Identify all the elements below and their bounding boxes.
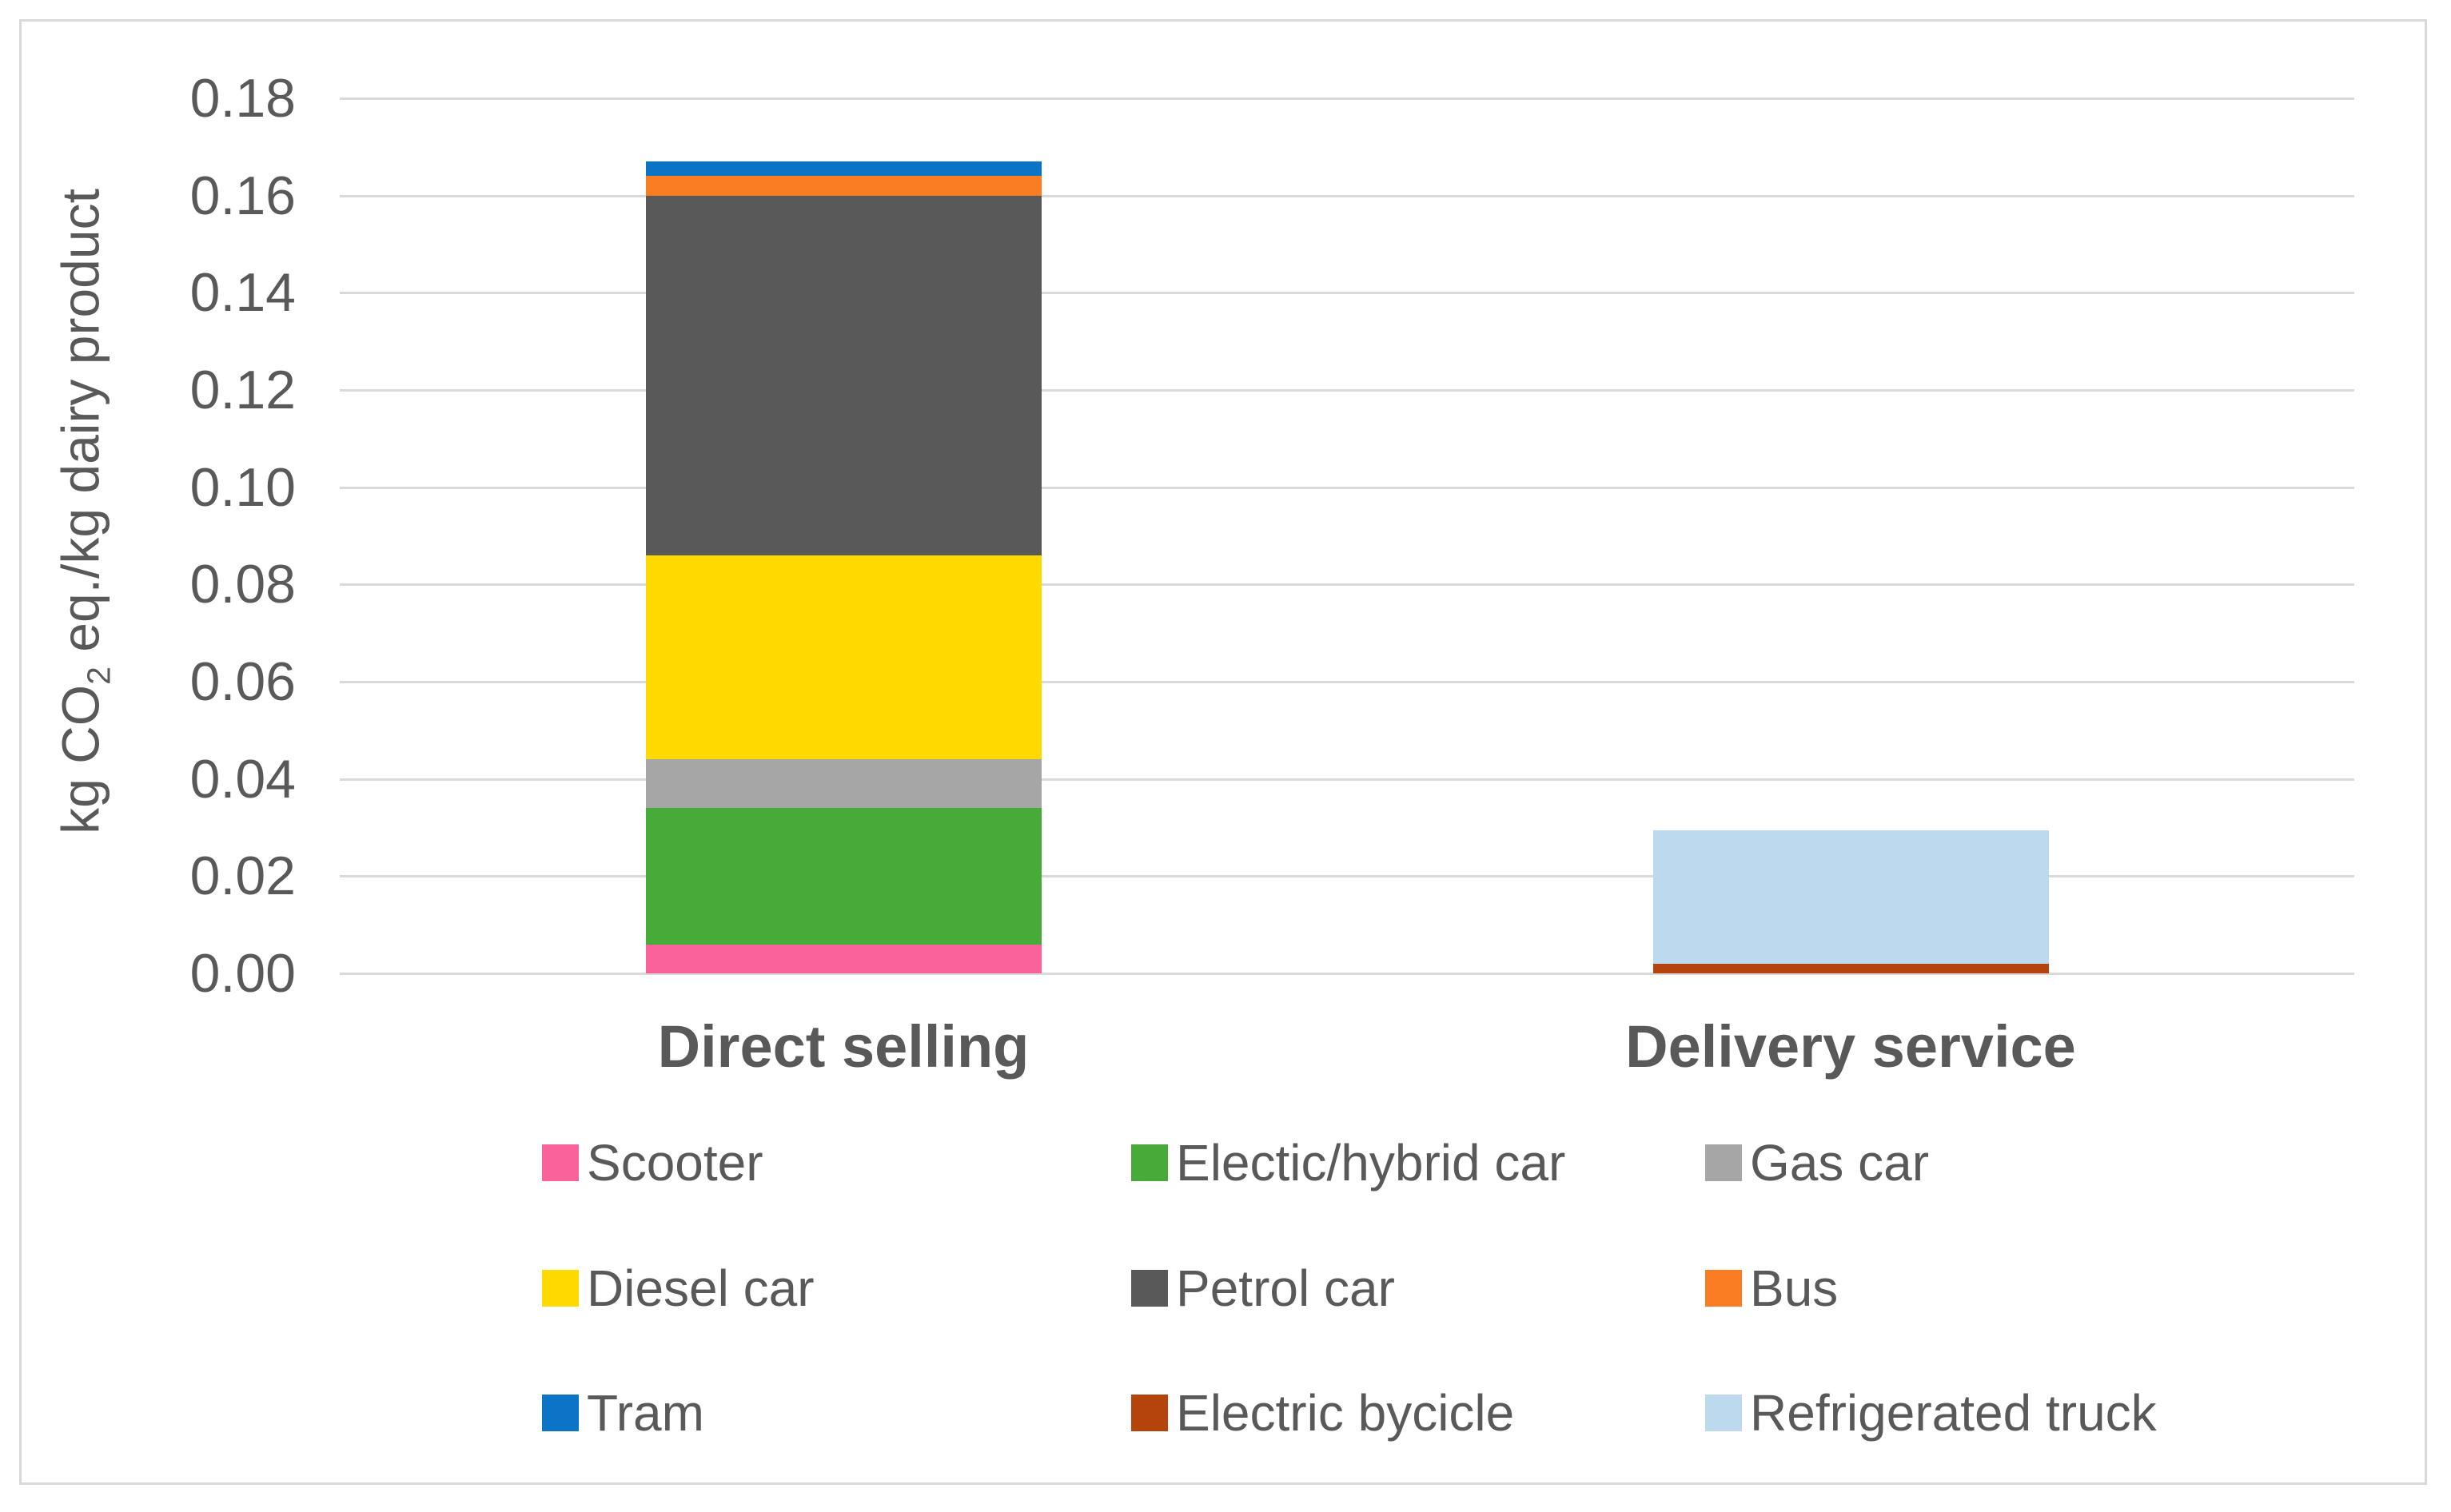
bar-segment-petrol-car — [645, 195, 1042, 555]
gridline — [340, 681, 2354, 683]
legend-label-electic-hybrid-car: Electic/hybrid car — [1176, 1134, 1566, 1192]
gridline — [340, 778, 2354, 781]
legend-swatch-diesel-car — [542, 1270, 579, 1307]
gridline — [340, 583, 2354, 587]
gridline — [340, 194, 2354, 197]
y-tick-label: 0.00 — [189, 943, 296, 1004]
bar-segment-electric-bycicle — [1652, 963, 2049, 973]
legend-swatch-petrol-car — [1131, 1270, 1168, 1307]
legend-swatch-tram — [542, 1395, 579, 1431]
legend-item-electic-hybrid-car: Electic/hybrid car — [1131, 1134, 1565, 1192]
y-tick-label: 0.10 — [189, 456, 296, 518]
legend-swatch-electric-bycicle — [1131, 1395, 1168, 1431]
bar-segment-refrigerated-truck — [1652, 830, 2049, 964]
gridline — [340, 292, 2354, 295]
legend-label-refrigerated-truck: Refrigerated truck — [1750, 1384, 2157, 1442]
bar-segment-tram — [645, 161, 1042, 177]
y-tick-label: 0.02 — [189, 846, 296, 907]
legend-label-scooter: Scooter — [587, 1134, 763, 1192]
legend-item-petrol-car: Petrol car — [1131, 1259, 1395, 1317]
chart-frame — [19, 19, 2427, 1485]
y-tick-label: 0.04 — [189, 748, 296, 810]
legend-item-refrigerated-truck: Refrigerated truck — [1705, 1384, 2157, 1442]
legend-item-bus: Bus — [1705, 1259, 1838, 1317]
y-tick-label: 0.08 — [189, 554, 296, 615]
legend-item-electric-bycicle: Electric bycicle — [1131, 1384, 1514, 1442]
legend-swatch-scooter — [542, 1144, 579, 1181]
y-tick-label: 0.12 — [189, 360, 296, 420]
legend-label-petrol-car: Petrol car — [1176, 1259, 1395, 1317]
legend-swatch-bus — [1705, 1270, 1742, 1307]
gridline — [340, 486, 2354, 489]
bar-delivery-service — [1652, 830, 2049, 973]
legend-label-gas-car: Gas car — [1750, 1134, 1930, 1192]
gridline — [340, 875, 2354, 878]
bar-segment-scooter — [645, 944, 1042, 973]
y-tick-label: 0.14 — [189, 262, 296, 324]
bar-direct-selling — [645, 161, 1042, 973]
y-tick-label: 0.18 — [189, 68, 296, 129]
gridline — [340, 97, 2354, 100]
bar-segment-electic-hybrid-car — [645, 808, 1042, 945]
legend-item-scooter: Scooter — [542, 1134, 763, 1192]
legend-swatch-refrigerated-truck — [1705, 1395, 1742, 1431]
legend-item-tram: Tram — [542, 1384, 704, 1442]
bar-segment-diesel-car — [645, 555, 1042, 760]
legend-label-diesel-car: Diesel car — [587, 1259, 815, 1317]
legend-item-diesel-car: Diesel car — [542, 1259, 815, 1317]
y-tick-label: 0.06 — [189, 651, 296, 712]
legend-label-bus: Bus — [1750, 1259, 1839, 1317]
y-tick-label: 0.16 — [189, 165, 296, 226]
legend-label-electric-bycicle: Electric bycicle — [1176, 1384, 1515, 1442]
legend-swatch-electic-hybrid-car — [1131, 1144, 1168, 1181]
bar-segment-gas-car — [645, 759, 1042, 809]
bar-segment-bus — [645, 176, 1042, 196]
gridline — [340, 389, 2354, 392]
legend-item-gas-car: Gas car — [1705, 1134, 1929, 1192]
legend-swatch-gas-car — [1705, 1144, 1742, 1181]
legend-label-tram: Tram — [587, 1384, 704, 1442]
category-label-delivery-service: Delivery service — [1625, 1013, 2076, 1080]
category-label-direct-selling: Direct selling — [657, 1013, 1030, 1080]
gridline — [340, 973, 2354, 975]
plot-area — [340, 97, 2354, 975]
